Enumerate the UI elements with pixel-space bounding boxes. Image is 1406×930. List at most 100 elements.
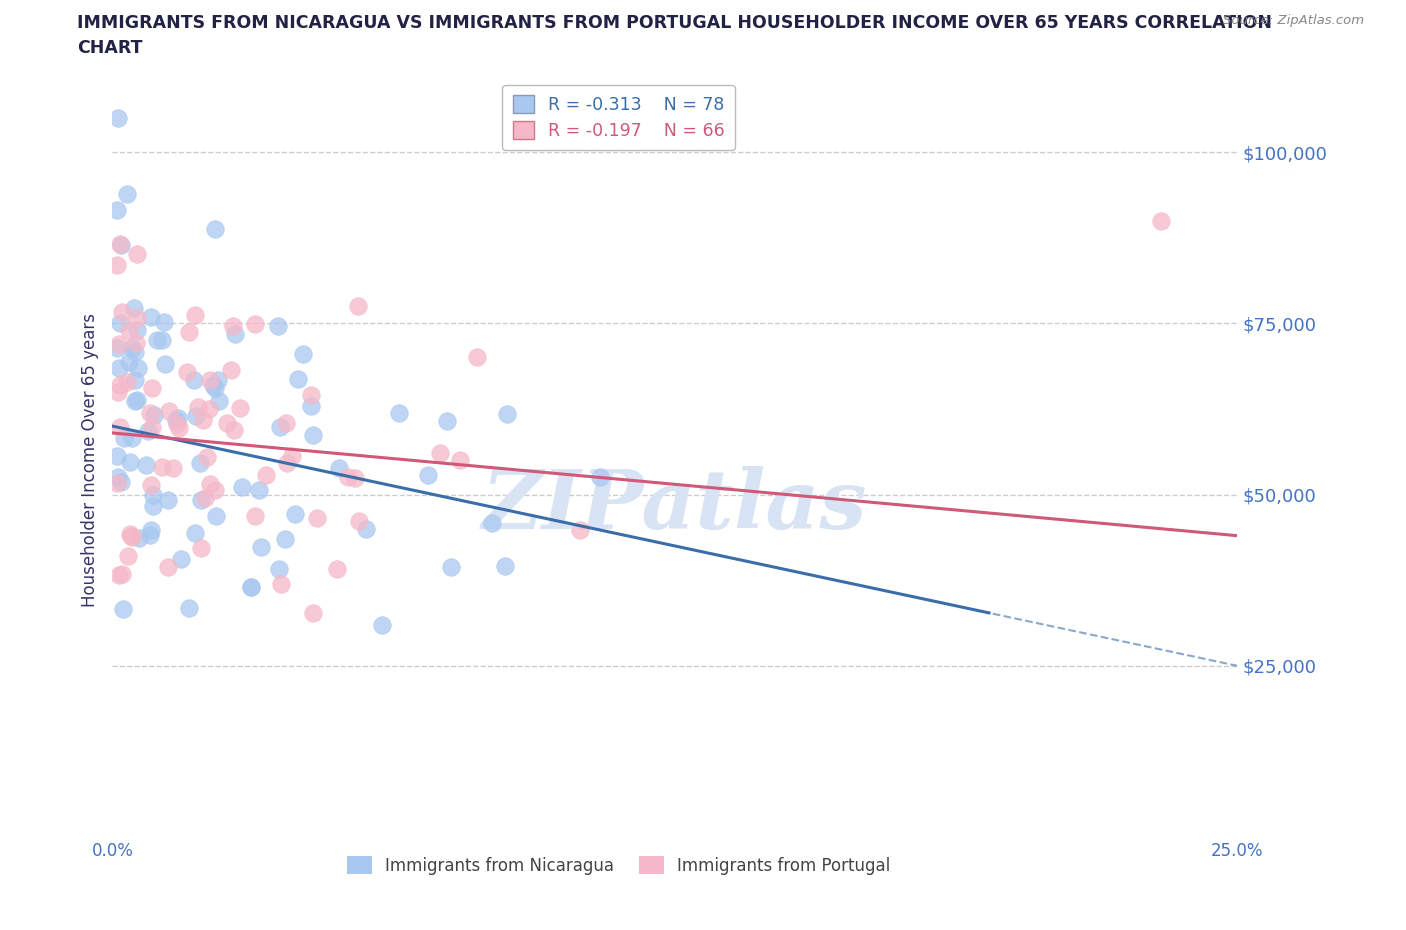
Point xyxy=(121,431,143,445)
Point xyxy=(184,307,207,322)
Point xyxy=(153,315,176,330)
Point xyxy=(118,526,141,541)
Point xyxy=(121,340,143,355)
Point xyxy=(105,449,128,464)
Point xyxy=(142,487,165,502)
Point xyxy=(194,491,217,506)
Point xyxy=(301,605,323,620)
Point xyxy=(337,470,360,485)
Point xyxy=(107,384,129,399)
Point xyxy=(141,420,163,435)
Point xyxy=(276,416,298,431)
Point xyxy=(371,618,394,632)
Point xyxy=(145,333,167,348)
Point xyxy=(302,427,325,442)
Point xyxy=(240,579,263,594)
Point xyxy=(141,523,163,538)
Point xyxy=(125,392,148,407)
Point xyxy=(276,455,298,470)
Point xyxy=(254,467,277,482)
Point xyxy=(191,413,214,428)
Point xyxy=(589,470,612,485)
Point xyxy=(190,540,212,555)
Point xyxy=(284,507,307,522)
Point xyxy=(115,375,138,390)
Point xyxy=(269,420,291,435)
Point xyxy=(186,408,208,423)
Point xyxy=(429,445,451,460)
Point xyxy=(127,246,149,261)
Point xyxy=(108,361,131,376)
Point xyxy=(1150,213,1173,228)
Point xyxy=(231,479,253,494)
Point xyxy=(108,336,131,351)
Point xyxy=(299,387,322,402)
Point xyxy=(143,407,166,422)
Point xyxy=(343,471,366,485)
Point xyxy=(110,420,132,435)
Point xyxy=(347,299,370,313)
Point xyxy=(105,203,128,218)
Point xyxy=(274,532,297,547)
Point xyxy=(207,373,229,388)
Point xyxy=(110,236,132,251)
Point xyxy=(247,483,270,498)
Point xyxy=(167,420,190,435)
Point xyxy=(179,601,201,616)
Point xyxy=(221,363,243,378)
Point xyxy=(249,539,271,554)
Point xyxy=(569,523,592,538)
Point xyxy=(228,400,250,415)
Point xyxy=(139,405,162,420)
Y-axis label: Householder Income Over 65 years: Householder Income Over 65 years xyxy=(80,313,98,607)
Point xyxy=(299,399,322,414)
Point xyxy=(105,258,128,272)
Point xyxy=(243,317,266,332)
Point xyxy=(111,566,134,581)
Point xyxy=(105,340,128,355)
Point xyxy=(354,522,377,537)
Point xyxy=(142,498,165,513)
Point xyxy=(127,323,149,338)
Point xyxy=(198,402,221,417)
Point xyxy=(198,477,221,492)
Legend: Immigrants from Nicaragua, Immigrants from Portugal: Immigrants from Nicaragua, Immigrants fr… xyxy=(340,849,897,882)
Point xyxy=(107,111,129,126)
Point xyxy=(141,310,163,325)
Point xyxy=(215,416,238,431)
Point xyxy=(267,562,290,577)
Point xyxy=(222,423,245,438)
Point xyxy=(326,562,349,577)
Point xyxy=(183,373,205,388)
Text: CHART: CHART xyxy=(77,39,143,57)
Point xyxy=(107,470,129,485)
Point xyxy=(416,468,439,483)
Point xyxy=(281,448,304,463)
Point xyxy=(108,567,131,582)
Point xyxy=(239,580,262,595)
Point xyxy=(111,304,134,319)
Point xyxy=(170,551,193,566)
Point xyxy=(436,414,458,429)
Point xyxy=(111,602,134,617)
Point xyxy=(176,365,198,379)
Point xyxy=(449,453,471,468)
Point xyxy=(125,336,148,351)
Point xyxy=(270,577,292,591)
Point xyxy=(221,319,243,334)
Text: ZIPatlas: ZIPatlas xyxy=(482,466,868,546)
Point xyxy=(110,474,132,489)
Point xyxy=(162,460,184,475)
Point xyxy=(127,361,149,376)
Point xyxy=(200,372,222,387)
Point xyxy=(177,325,200,339)
Point xyxy=(124,345,146,360)
Point xyxy=(136,423,159,438)
Point xyxy=(165,413,187,428)
Point xyxy=(187,399,209,414)
Point xyxy=(112,431,135,445)
Point xyxy=(204,483,226,498)
Point xyxy=(122,300,145,315)
Point xyxy=(141,380,163,395)
Point xyxy=(440,559,463,574)
